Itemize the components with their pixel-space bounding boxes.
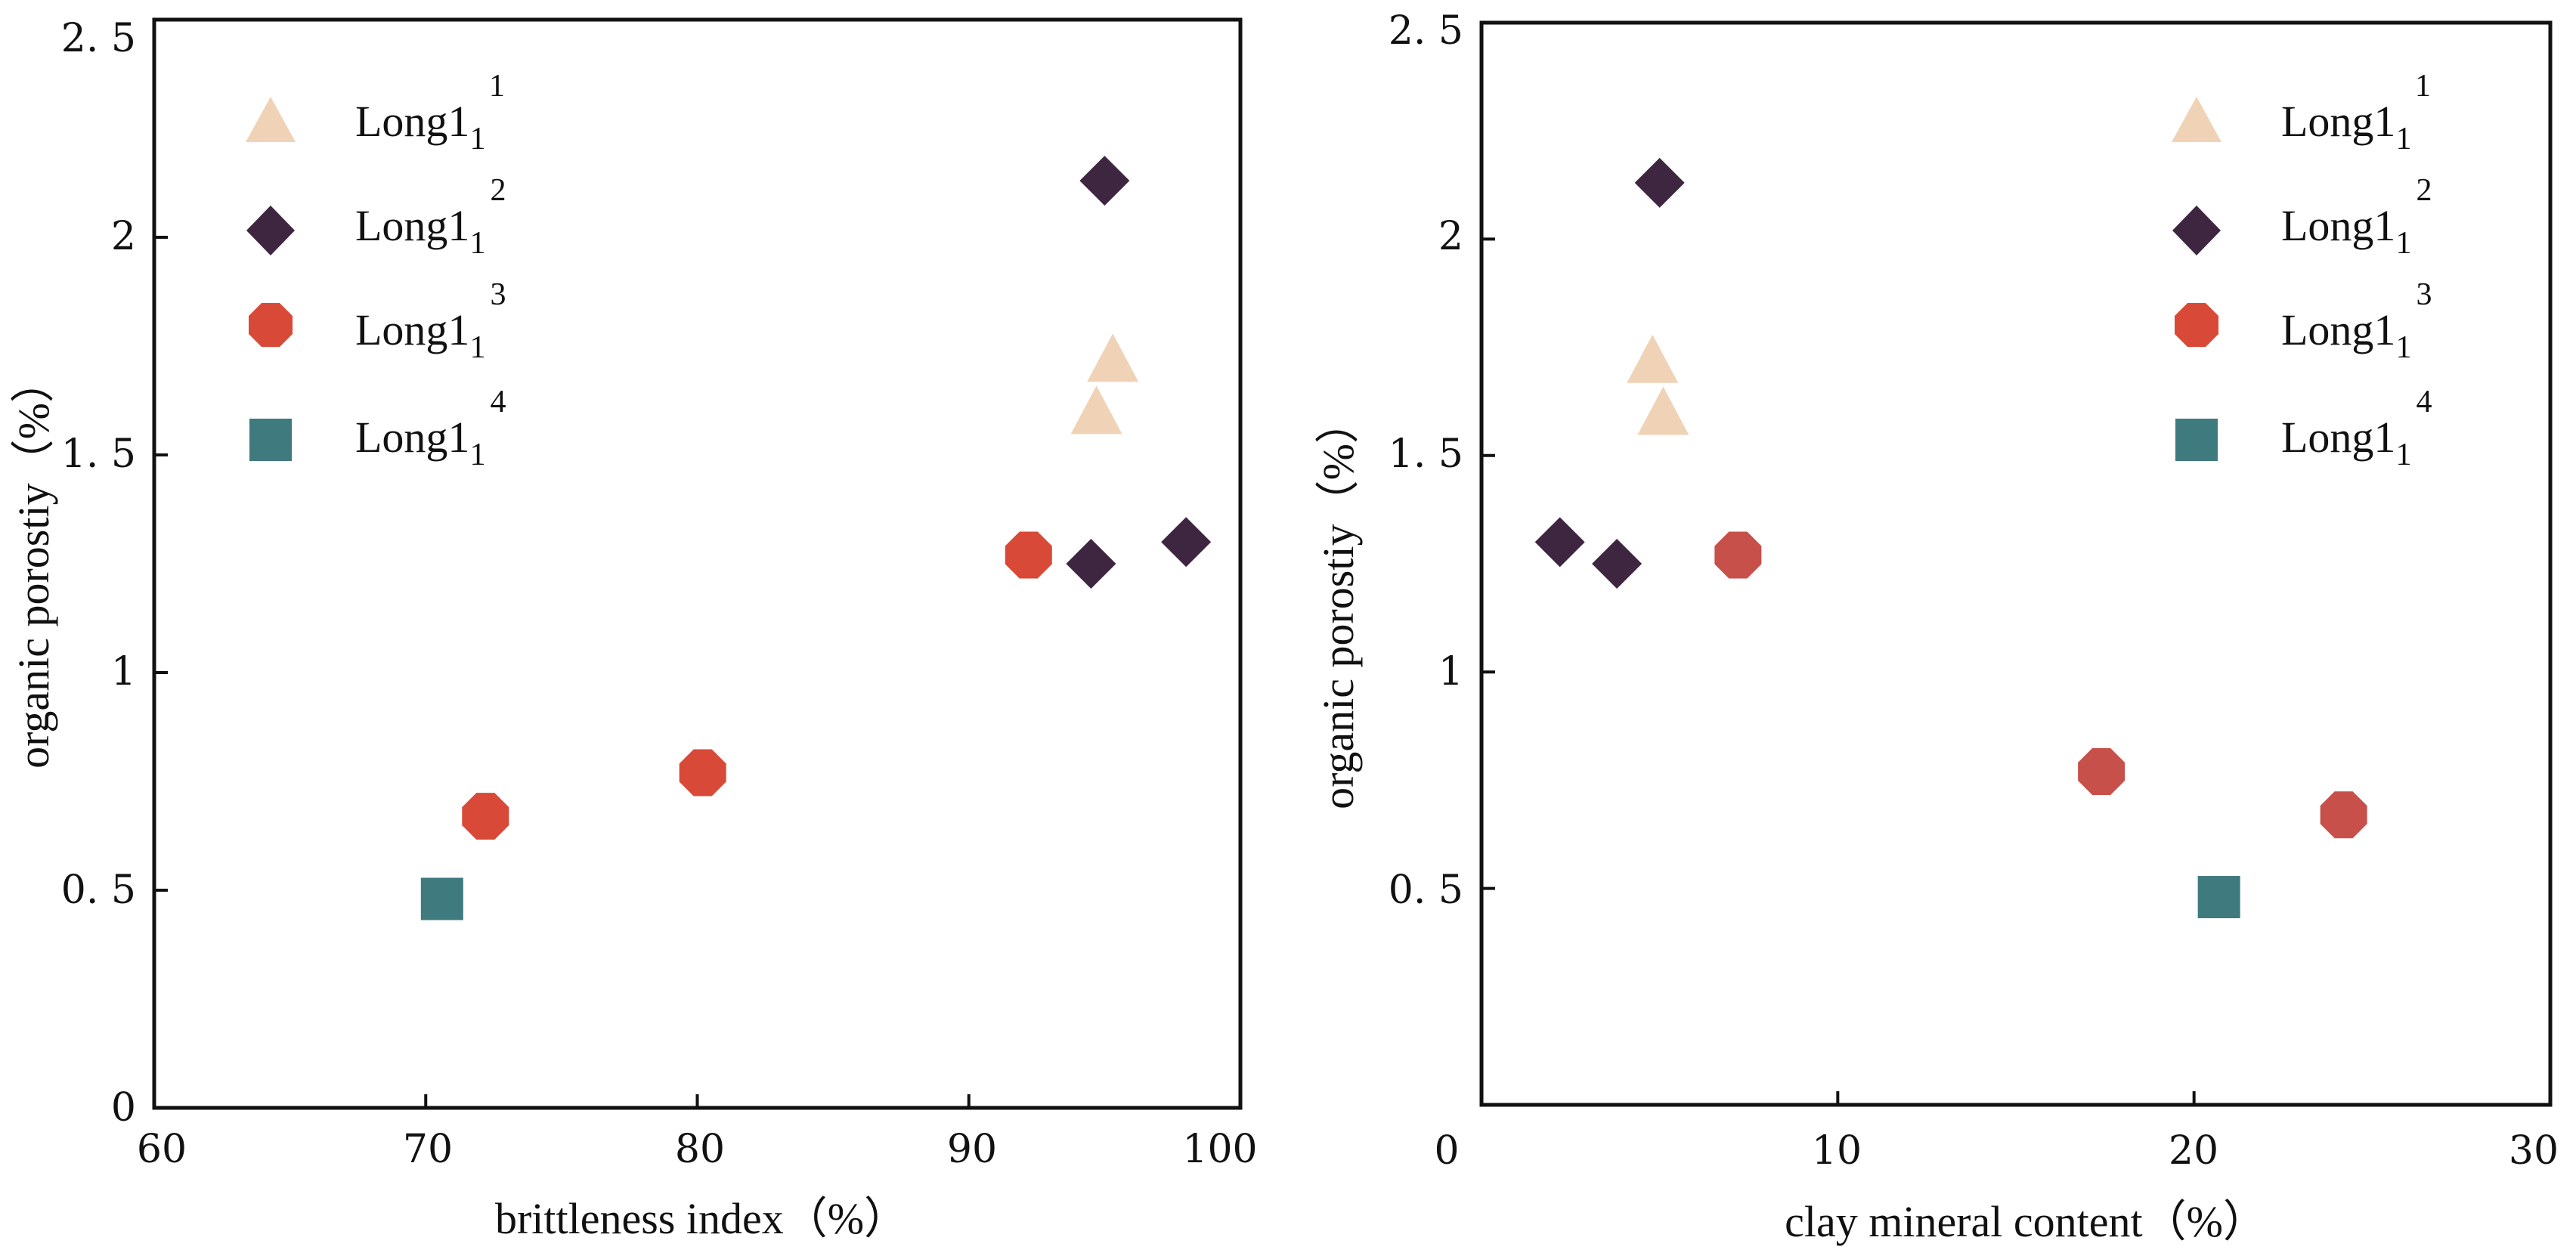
chart-brittleness: 0 0. 5 1 1. 5 2 2. 5 60 70 80 90 100 bri… <box>9 16 1258 1243</box>
y-axis-title-right: organic porostiy（%） <box>1314 400 1363 809</box>
legend-marker-diamond <box>246 206 295 255</box>
data-point-triangle <box>1627 334 1679 383</box>
legend-label: Long111 <box>2281 69 2431 156</box>
ytick-label-right: 1. 5 <box>1389 432 1463 477</box>
legend-label: Long114 <box>355 385 506 472</box>
legend-item: Long114 <box>249 385 506 472</box>
x-axis-title-left: brittleness index（%） <box>495 1194 908 1243</box>
xtick-label-left: 60 <box>137 1127 187 1172</box>
ytick-label-left: 1 <box>111 649 136 694</box>
plot-frame-right <box>1479 20 2553 1107</box>
axis-ticks-right <box>1482 237 2196 1105</box>
legend-marker-square <box>249 419 292 461</box>
legend-label: Long114 <box>2281 385 2432 472</box>
data-point-diamond <box>1534 517 1585 568</box>
chart-clay: 0. 5 1 1. 5 2 2. 5 0 10 20 30 clay miner… <box>1314 8 2559 1246</box>
legend-label: Long113 <box>2281 277 2432 365</box>
legend-right: Long111 Long112 Long113 Long114 <box>2172 69 2432 472</box>
data-marks-left <box>420 156 1212 920</box>
data-point-octagon <box>679 749 726 797</box>
xtick-label-right: 30 <box>2509 1128 2559 1174</box>
legend-marker-diamond <box>2172 206 2221 255</box>
xtick-label-right: 20 <box>2169 1128 2218 1174</box>
data-marks-right <box>1534 157 2367 919</box>
data-point-triangle <box>1637 386 1689 435</box>
data-point-square <box>420 877 463 920</box>
data-point-diamond <box>1634 157 1685 208</box>
legend-marker-octagon <box>2175 303 2218 347</box>
xtick-label-left: 90 <box>947 1127 997 1172</box>
data-point-diamond <box>1079 156 1130 206</box>
ytick-label-left: 2. 5 <box>61 16 136 61</box>
legend-left: Long111 Long112 Long113 Long114 <box>246 69 506 472</box>
legend-item: Long111 <box>2172 69 2431 156</box>
y-axis-title-left: organic porostiy（%） <box>9 359 58 769</box>
ytick-label-right: 2. 5 <box>1389 8 1463 54</box>
data-point-square <box>2197 876 2240 919</box>
xtick-label-left: 100 <box>1182 1127 1257 1172</box>
ytick-label-left: 2 <box>111 214 136 259</box>
xtick-label-right: 0 <box>1434 1128 1459 1174</box>
legend-marker-triangle <box>246 97 296 142</box>
legend-item: Long112 <box>2172 173 2432 261</box>
legend-marker-octagon <box>249 303 293 347</box>
data-point-octagon <box>2320 791 2367 839</box>
legend-label: Long111 <box>355 69 505 156</box>
ytick-label-right: 1 <box>1438 649 1463 694</box>
ytick-label-left: 1. 5 <box>61 432 136 477</box>
legend-marker-triangle <box>2172 97 2221 142</box>
data-point-triangle <box>1070 385 1122 435</box>
data-point-diamond <box>1161 517 1212 568</box>
xtick-label-right: 10 <box>1812 1128 1862 1174</box>
data-point-diamond <box>1066 539 1116 589</box>
data-point-octagon <box>1714 531 1762 579</box>
data-point-triangle <box>1087 333 1139 382</box>
ytick-label-left: 0. 5 <box>61 868 136 913</box>
legend-label: Long112 <box>2281 173 2432 261</box>
data-point-octagon <box>1005 531 1052 579</box>
ytick-label-right: 2 <box>1438 214 1463 259</box>
x-axis-title-right: clay mineral content（%） <box>1785 1197 2267 1246</box>
data-point-diamond <box>1592 539 1643 589</box>
legend-item: Long113 <box>2175 277 2432 365</box>
xtick-label-left: 80 <box>675 1127 725 1172</box>
legend-item: Long113 <box>249 277 506 365</box>
legend-item: Long114 <box>2175 385 2432 472</box>
legend-item: Long111 <box>246 69 505 156</box>
axis-ticks-left <box>154 236 971 1108</box>
legend-label: Long112 <box>355 173 506 261</box>
data-point-octagon <box>462 793 509 840</box>
xtick-label-left: 70 <box>403 1127 453 1172</box>
data-point-octagon <box>2078 747 2126 795</box>
legend-marker-square <box>2175 419 2218 461</box>
legend-item: Long112 <box>246 173 506 261</box>
legend-label: Long113 <box>355 277 506 365</box>
ytick-label-right: 0. 5 <box>1389 868 1463 913</box>
ytick-label-left: 0 <box>111 1085 136 1131</box>
